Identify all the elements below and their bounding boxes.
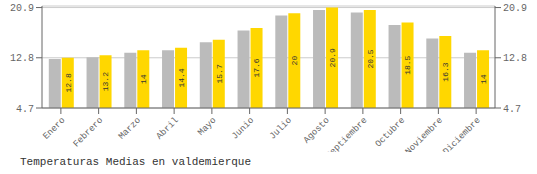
svg-text:Agosto: Agosto [302, 116, 332, 146]
svg-text:Julio: Julio [268, 116, 294, 142]
svg-text:Noviembre: Noviembre [404, 116, 445, 152]
svg-text:Mayo: Mayo [196, 116, 218, 138]
svg-text:20: 20 [290, 56, 299, 66]
svg-text:20.5: 20.5 [366, 49, 375, 68]
svg-text:12.8: 12.8 [64, 73, 73, 92]
html-text:Temperaturas Medias en valdemi: Temperaturas Medias en valdemierque [20, 156, 251, 168]
svg-text:Septiembre: Septiembre [324, 116, 369, 152]
svg-text:14: 14 [139, 74, 148, 84]
svg-text:20.9: 20.9 [10, 3, 34, 14]
svg-text:15.7: 15.7 [215, 64, 224, 83]
svg-text:4.7: 4.7 [16, 104, 34, 115]
svg-text:13.2: 13.2 [101, 72, 110, 91]
svg-text:12.8: 12.8 [503, 53, 527, 64]
svg-text:Diciembre: Diciembre [441, 116, 482, 152]
svg-text:Junio: Junio [230, 116, 256, 142]
svg-text:4.7: 4.7 [503, 104, 521, 115]
svg-text:14: 14 [479, 74, 488, 84]
svg-text:17.6: 17.6 [252, 58, 261, 77]
svg-text:20.9: 20.9 [328, 48, 337, 67]
svg-text:14.4: 14.4 [177, 68, 186, 87]
svg-text:16.3: 16.3 [441, 62, 450, 81]
svg-text:12.8: 12.8 [10, 53, 34, 64]
svg-text:20.9: 20.9 [503, 3, 527, 14]
svg-text:Octubre: Octubre [373, 116, 407, 150]
svg-text:Febrero: Febrero [71, 116, 105, 150]
svg-text:Abril: Abril [155, 116, 181, 142]
svg-text:Enero: Enero [41, 116, 67, 142]
svg-text:18.5: 18.5 [403, 55, 412, 74]
svg-text:Marzo: Marzo [117, 116, 143, 142]
